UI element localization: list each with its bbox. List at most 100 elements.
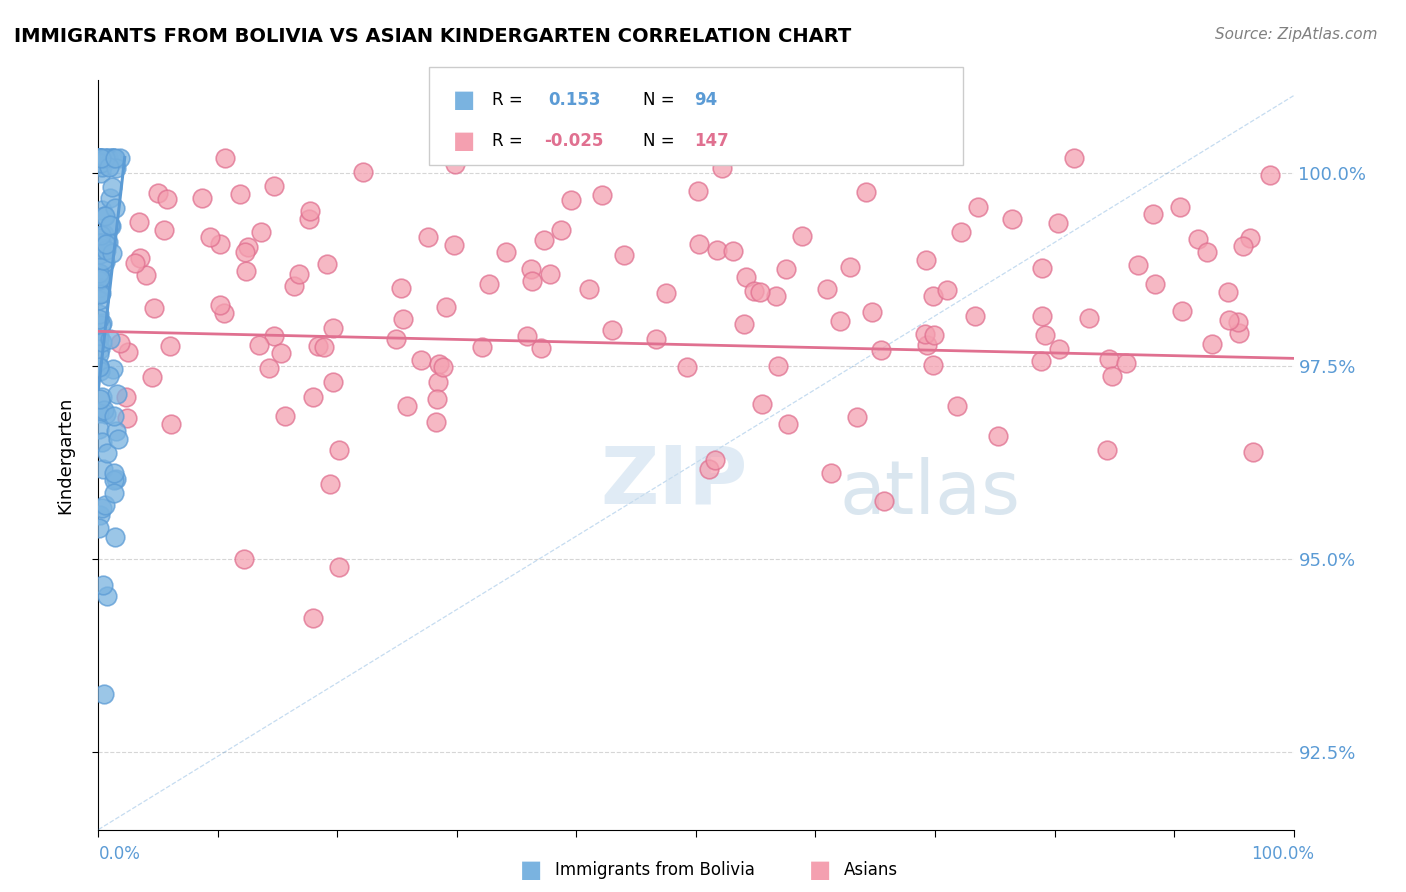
Text: 94: 94: [695, 91, 718, 109]
Point: [987, 428, 1010, 442]
Point: [212, 306, 235, 320]
Point: [396, 399, 419, 413]
Point: [87, 293, 110, 308]
Text: ■: ■: [808, 858, 831, 881]
Point: [103, 486, 125, 500]
Point: [90, 202, 112, 217]
Point: [721, 244, 744, 259]
Point: [1095, 443, 1118, 458]
Point: [1239, 231, 1261, 245]
Point: [104, 530, 127, 544]
Point: [89, 235, 111, 250]
Point: [91, 154, 114, 169]
Point: [478, 277, 501, 291]
Point: [87, 521, 110, 535]
Point: [115, 390, 138, 404]
Point: [263, 329, 285, 343]
Point: [766, 359, 789, 373]
Point: [322, 375, 344, 389]
Point: [103, 473, 125, 487]
Point: [89, 364, 111, 378]
Text: ■: ■: [453, 129, 475, 153]
Point: [495, 245, 517, 260]
Text: 147: 147: [695, 132, 730, 150]
Point: [444, 157, 467, 171]
Point: [385, 333, 408, 347]
Point: [247, 338, 270, 352]
Point: [1258, 168, 1281, 182]
Point: [103, 466, 125, 480]
Point: [302, 610, 325, 624]
Point: [1031, 353, 1053, 368]
Point: [949, 225, 972, 239]
Point: [103, 409, 125, 423]
Point: [90, 267, 112, 281]
Text: 0.0%: 0.0%: [98, 846, 141, 863]
Point: [427, 357, 450, 371]
Text: R =: R =: [492, 91, 523, 109]
Point: [98, 332, 121, 346]
Point: [352, 165, 374, 179]
Point: [751, 397, 773, 411]
Point: [93, 209, 115, 223]
Point: [704, 452, 727, 467]
Point: [711, 161, 734, 176]
Point: [93, 227, 115, 241]
Point: [89, 268, 111, 283]
Point: [263, 179, 285, 194]
Point: [90, 228, 112, 243]
Point: [600, 324, 623, 338]
Point: [100, 219, 122, 234]
Point: [87, 267, 110, 281]
Point: [1227, 326, 1250, 340]
Text: 100.0%: 100.0%: [1251, 846, 1315, 863]
Point: [87, 307, 110, 321]
Point: [426, 392, 449, 406]
Point: [107, 433, 129, 447]
Point: [1001, 212, 1024, 227]
Point: [644, 332, 666, 346]
Point: [283, 278, 305, 293]
Point: [209, 236, 232, 251]
Point: [94, 407, 117, 421]
Point: [94, 151, 117, 165]
Point: [94, 151, 117, 165]
Point: [1144, 277, 1167, 291]
Point: [550, 223, 572, 237]
Point: [914, 326, 936, 341]
Point: [921, 358, 943, 372]
Point: [1031, 309, 1053, 323]
Point: [235, 263, 257, 277]
Point: [1171, 304, 1194, 318]
Point: [108, 335, 131, 350]
Point: [101, 246, 124, 260]
Point: [328, 443, 350, 458]
Point: [775, 262, 797, 277]
Point: [733, 317, 755, 331]
Point: [160, 417, 183, 432]
Point: [93, 402, 115, 417]
Point: [319, 477, 342, 491]
Point: [156, 192, 179, 206]
Point: [963, 310, 986, 324]
Point: [89, 151, 111, 165]
Point: [322, 320, 344, 334]
Point: [748, 285, 770, 299]
Point: [98, 369, 121, 384]
Point: [409, 353, 432, 368]
Point: [115, 410, 138, 425]
Point: [141, 370, 163, 384]
Point: [792, 229, 814, 244]
Point: [89, 508, 111, 522]
Point: [89, 287, 111, 301]
Point: [298, 211, 321, 226]
Point: [312, 340, 335, 354]
Point: [104, 151, 127, 165]
Point: [94, 236, 117, 251]
Point: [922, 289, 945, 303]
Point: [872, 494, 894, 508]
Point: [90, 160, 112, 174]
Point: [97, 151, 120, 165]
Point: [159, 339, 181, 353]
Text: N =: N =: [643, 132, 673, 150]
